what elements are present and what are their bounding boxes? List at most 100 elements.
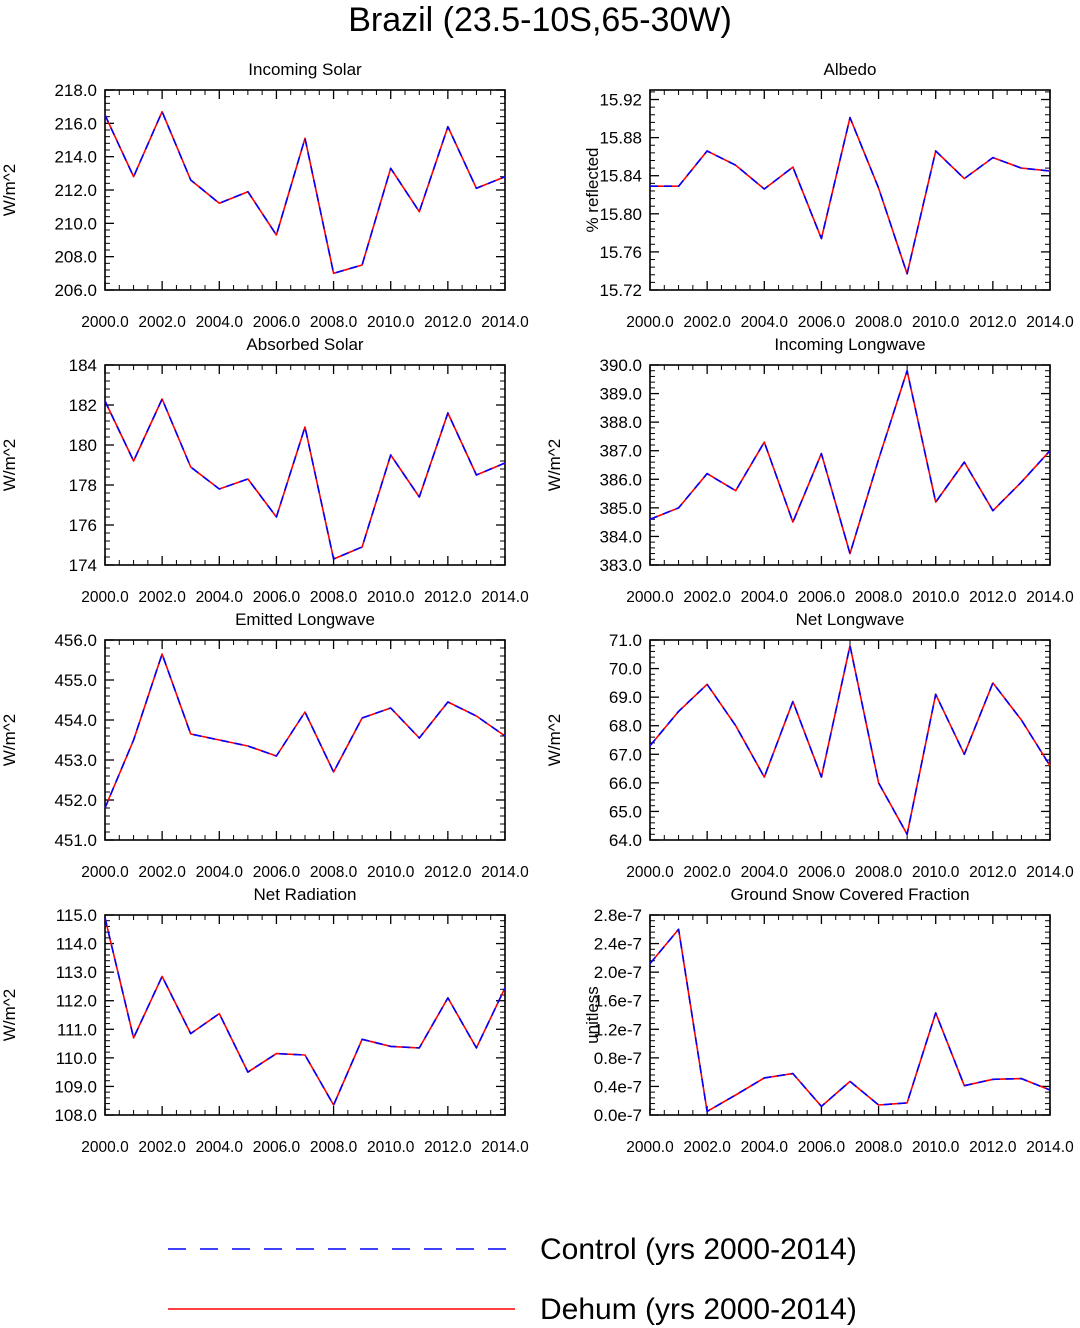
series-line-control [649,644,1051,836]
y-tick-label: 15.72 [599,281,642,300]
y-tick-label: 71.0 [609,631,642,650]
y-tick-label: 15.76 [599,243,642,262]
y-tick-label: 109.0 [54,1077,97,1096]
x-tick-label: 2006.0 [798,1139,846,1156]
series-line-dehum [649,369,1051,555]
x-tick-label: 2010.0 [367,589,415,606]
panel-6: Net Radiation W/m^2 2000.0 2002.0 2004.0 2006… [0,885,529,1156]
panel-0: Incoming Solar W/m^2 2000.0 2002.0 2004.0 200… [0,60,529,331]
x-tick-label: 2010.0 [912,1139,960,1156]
y-tick-label: 67.0 [609,745,642,764]
x-tick-label: 2012.0 [969,589,1017,606]
x-tick-label: 2000.0 [81,589,129,606]
x-tick-label: 2010.0 [367,864,415,881]
x-tick-label: 2000.0 [81,864,129,881]
series-line-control [104,110,506,275]
y-tick-label: 69.0 [609,688,642,707]
y-tick-label: 70.0 [609,660,642,679]
y-axis-label: W/m^2 [0,164,19,216]
x-tick-label: 2010.0 [367,1139,415,1156]
y-tick-label: 214.0 [54,148,97,167]
y-tick-label: 388.0 [599,413,642,432]
x-tick-label: 2014.0 [1026,314,1074,331]
x-tick-label: 2012.0 [424,314,472,331]
x-tick-label: 2006.0 [253,864,301,881]
x-tick-label: 2012.0 [424,589,472,606]
x-tick-label: 2006.0 [798,589,846,606]
y-tick-label: 0.8e-7 [594,1049,642,1068]
series-line-dehum [649,928,1051,1113]
x-tick-label: 2002.0 [683,589,731,606]
x-tick-label: 2006.0 [798,314,846,331]
plot-frame [104,364,506,566]
y-tick-label: 387.0 [599,442,642,461]
x-tick-label: 2004.0 [196,864,244,881]
y-axis-label: W/m^2 [0,714,19,766]
panel-title: Net Radiation [253,885,356,904]
y-axis-label: W/m^2 [0,439,19,491]
x-tick-label: 2002.0 [683,314,731,331]
x-tick-label: 2010.0 [912,589,960,606]
panel-title: Albedo [824,60,877,79]
y-tick-label: 15.80 [599,205,642,224]
series-line-control [104,917,506,1106]
legend: Control (yrs 2000-2014) Dehum (yrs 2000-… [168,1233,857,1326]
y-tick-label: 108.0 [54,1106,97,1125]
y-tick-label: 383.0 [599,556,642,575]
y-tick-label: 66.0 [609,774,642,793]
x-tick-label: 2014.0 [481,1139,529,1156]
y-tick-label: 210.0 [54,214,97,233]
x-tick-label: 2014.0 [481,864,529,881]
y-tick-label: 0.4e-7 [594,1077,642,1096]
panel-title: Incoming Solar [248,60,362,79]
x-tick-label: 2004.0 [741,314,789,331]
y-tick-label: 390.0 [599,356,642,375]
plot-frame [104,914,506,1116]
y-tick-label: 113.0 [56,963,97,982]
y-tick-label: 453.0 [54,751,97,770]
y-tick-label: 15.84 [599,167,642,186]
x-tick-label: 2008.0 [310,864,358,881]
plot-frame [649,914,1051,1116]
y-tick-label: 110.0 [56,1049,97,1068]
legend-control-label: Control (yrs 2000-2014) [540,1233,857,1266]
x-tick-label: 2004.0 [741,1139,789,1156]
x-tick-label: 2000.0 [81,314,129,331]
y-tick-label: 68.0 [609,717,642,736]
x-tick-label: 2006.0 [253,1139,301,1156]
series-line-dehum [650,116,1051,275]
x-tick-label: 2000.0 [626,589,674,606]
y-tick-label: 384.0 [599,527,642,546]
x-tick-label: 2002.0 [683,864,731,881]
y-tick-label: 208.0 [54,248,97,267]
plot-frame [104,639,506,841]
series-line-dehum [104,653,506,809]
x-tick-label: 2006.0 [798,864,846,881]
y-tick-label: 174 [69,556,97,575]
legend-dehum-label: Dehum (yrs 2000-2014) [540,1293,857,1326]
panel-2: Absorbed Solar W/m^2 2000.0 2002.0 2004.0 200… [0,335,529,606]
x-tick-label: 2000.0 [626,314,674,331]
x-tick-label: 2004.0 [196,314,244,331]
panel-title: Absorbed Solar [246,335,364,354]
series-line-dehum [649,644,1051,836]
y-tick-label: 112.0 [56,992,97,1011]
y-tick-label: 216.0 [54,114,97,133]
x-tick-label: 2012.0 [424,864,472,881]
y-tick-label: 0.0e-7 [594,1106,642,1125]
y-tick-label: 180 [69,436,97,455]
y-tick-label: 15.92 [599,91,642,110]
x-tick-label: 2012.0 [969,1139,1017,1156]
x-tick-label: 2014.0 [481,589,529,606]
y-tick-label: 178 [69,476,97,495]
panel-5: Net Longwave W/m^2 2000.0 2002.0 2004.0 2006.… [545,610,1074,881]
y-tick-label: 65.0 [609,802,642,821]
y-tick-label: 385.0 [599,499,642,518]
panel-1: Albedo % reflected 2000.0 2002.0 2004.0 2006.… [583,60,1074,331]
panel-4: Emitted Longwave W/m^2 2000.0 2002.0 2004.0 2… [0,610,529,881]
x-tick-label: 2014.0 [1026,1139,1074,1156]
panels: Incoming Solar W/m^2 2000.0 2002.0 2004.0 200… [0,60,1074,1156]
x-tick-label: 2014.0 [1026,864,1074,881]
y-tick-label: 452.0 [54,791,97,810]
y-tick-label: 456.0 [54,631,97,650]
